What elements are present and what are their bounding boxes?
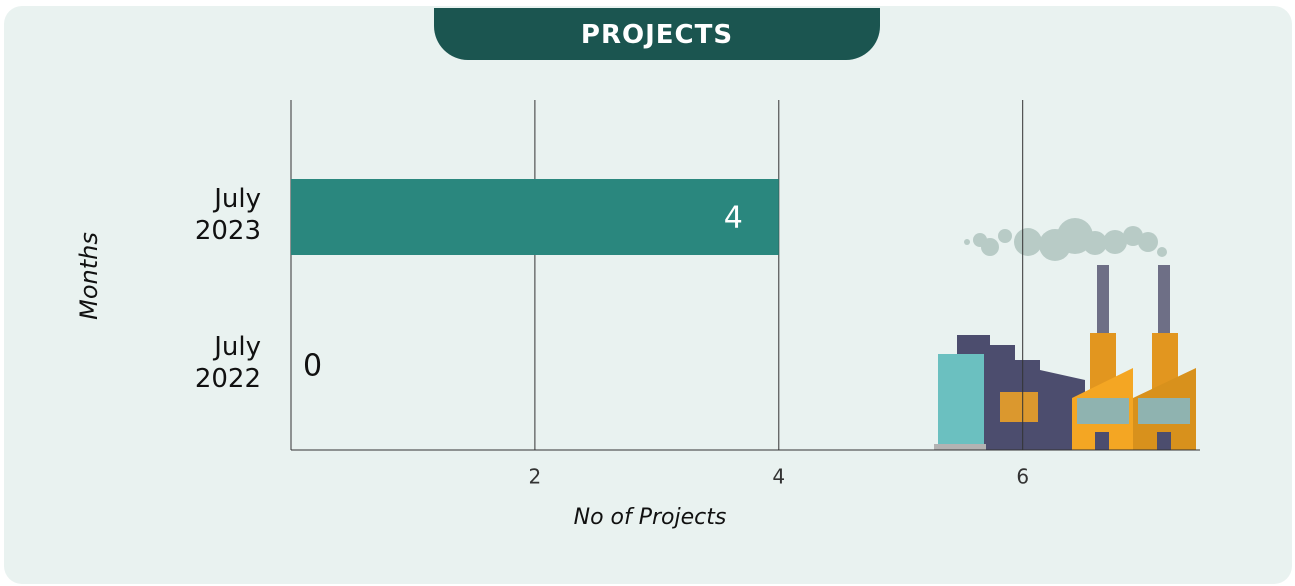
x-tick-label: 6: [1016, 465, 1029, 489]
x-tick-label: 2: [529, 465, 542, 489]
y-axis-label: Months: [75, 232, 103, 320]
x-axis-label: No of Projects: [574, 505, 727, 530]
card: [4, 6, 1292, 584]
y-tick-label: July 2022: [194, 332, 261, 394]
bar: [291, 179, 779, 255]
chart-title: PROJECTS: [434, 8, 880, 60]
y-tick-label: July 2023: [194, 184, 261, 246]
factory-illustration: [934, 218, 1196, 450]
value-label: 0: [303, 349, 322, 384]
x-tick-label: 4: [772, 465, 785, 489]
value-label: 4: [724, 201, 743, 236]
